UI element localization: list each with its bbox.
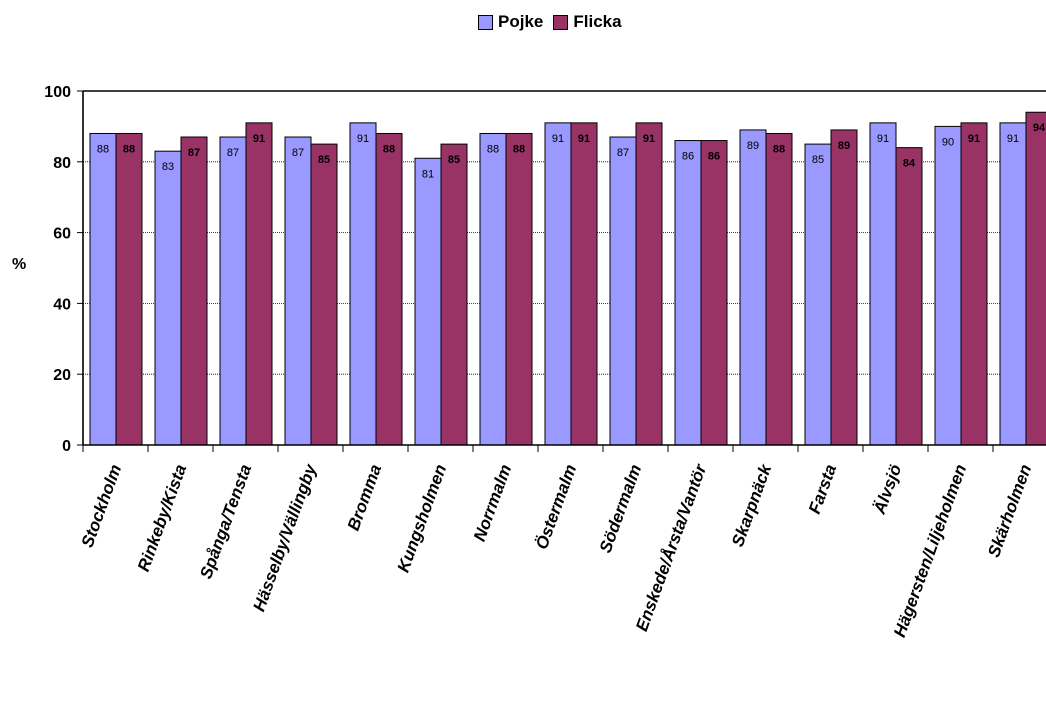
x-tick-label: Farsta	[805, 462, 840, 516]
x-tick-label: Östermalm	[532, 462, 580, 552]
data-label: 86	[682, 151, 694, 163]
data-label: 87	[617, 147, 629, 159]
bar-pojke	[219, 136, 247, 446]
data-label: 88	[487, 143, 499, 155]
x-tick-label: Enskede/Årsta/Vantör	[632, 461, 711, 634]
y-tick-label: 60	[53, 226, 71, 243]
bar-pojke	[284, 136, 312, 446]
bar-pojke	[154, 150, 182, 446]
data-label: 88	[123, 143, 135, 155]
data-label: 90	[942, 136, 954, 148]
x-tick-label: Skarpnäck	[728, 460, 776, 549]
x-tick-label: Stockholm	[78, 462, 126, 550]
data-label: 81	[422, 168, 434, 180]
bar-pojke	[609, 136, 637, 446]
bar-flicka	[635, 122, 663, 446]
bar-pojke	[349, 122, 377, 446]
data-label: 91	[968, 133, 980, 145]
data-label: 86	[708, 151, 720, 163]
y-axis-label: %	[12, 256, 27, 273]
legend-item-flicka: Flicka	[553, 12, 622, 32]
bar-flicka	[1025, 111, 1046, 446]
data-label: 88	[513, 143, 525, 155]
data-label: 88	[97, 143, 109, 155]
y-tick-label: 100	[44, 84, 71, 101]
bar-flicka	[895, 147, 923, 446]
data-label: 87	[292, 147, 304, 159]
bar-pojke	[934, 125, 962, 446]
bar-flicka	[440, 143, 468, 446]
data-label: 91	[253, 133, 265, 145]
x-tick-label: Hägersten/Liljeholmen	[890, 462, 970, 640]
bar-flicka	[375, 132, 403, 446]
bar-flicka	[765, 132, 793, 446]
legend-label-flicka: Flicka	[573, 12, 622, 31]
data-label: 85	[448, 154, 460, 166]
data-label: 87	[227, 147, 239, 159]
y-tick-label: 0	[62, 438, 71, 455]
bar-flicka	[505, 132, 533, 446]
bar-flicka	[830, 129, 858, 446]
bar-pojke	[544, 122, 572, 446]
bar-pojke	[739, 129, 767, 446]
data-label: 91	[578, 133, 590, 145]
x-tick-label: Älvsjö	[870, 462, 906, 517]
data-label: 88	[383, 143, 395, 155]
legend-item-pojke: Pojke	[478, 12, 543, 32]
data-label: 83	[162, 161, 174, 173]
legend-swatch-flicka	[553, 14, 569, 30]
bar-pojke	[804, 143, 832, 446]
data-label: 88	[773, 143, 785, 155]
bar-flicka	[960, 122, 988, 446]
bar-pojke	[414, 157, 442, 446]
y-tick-label: 20	[53, 367, 71, 384]
data-label: 85	[812, 154, 824, 166]
data-label: 91	[357, 133, 369, 145]
x-tick-label: Kungsholmen	[394, 462, 451, 575]
bar-flicka	[245, 122, 273, 446]
x-tick-label: Norrmalm	[470, 462, 515, 544]
chart-legend: Pojke Flicka	[478, 12, 632, 32]
data-label: 85	[318, 154, 330, 166]
bar-flicka	[115, 132, 143, 446]
bar-pojke	[479, 132, 507, 446]
data-label: 94	[1033, 122, 1046, 134]
data-label: 91	[877, 133, 889, 145]
data-label: 89	[838, 140, 850, 152]
bar-pojke	[999, 122, 1027, 446]
x-tick-label: Bromma	[344, 462, 385, 533]
data-label: 84	[903, 158, 916, 170]
x-tick-label: Hässelby/Vällingby	[249, 460, 320, 614]
y-tick-label: 40	[53, 296, 71, 313]
data-label: 91	[643, 133, 655, 145]
x-tick-label: Rinkeby/Kista	[134, 462, 190, 574]
legend-label-pojke: Pojke	[498, 12, 544, 31]
x-tick-label: Spånga/Tensta	[196, 462, 255, 582]
data-label: 87	[188, 147, 200, 159]
x-tick-label: Södermalm	[596, 462, 646, 556]
data-label: 91	[552, 133, 564, 145]
y-tick-label: 80	[53, 155, 71, 172]
data-label: 91	[1007, 133, 1019, 145]
bar-flicka	[310, 143, 338, 446]
bar-pojke	[869, 122, 897, 446]
bar-flicka	[180, 136, 208, 446]
bar-flicka	[700, 140, 728, 446]
data-label: 89	[747, 140, 759, 152]
bar-pojke	[674, 140, 702, 446]
x-tick-label: Skärholmen	[984, 462, 1035, 560]
bar-pojke	[89, 132, 117, 446]
legend-swatch-pojke	[478, 14, 493, 30]
bar-flicka	[570, 122, 598, 446]
